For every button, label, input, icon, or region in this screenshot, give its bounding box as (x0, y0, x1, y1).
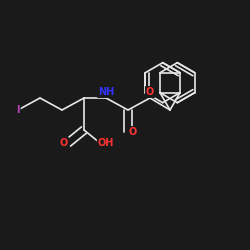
Text: O: O (60, 138, 68, 148)
Text: OH: OH (98, 138, 114, 148)
Text: I: I (16, 105, 20, 115)
Text: O: O (146, 87, 154, 97)
Text: O: O (129, 127, 137, 137)
Text: NH: NH (98, 87, 114, 97)
